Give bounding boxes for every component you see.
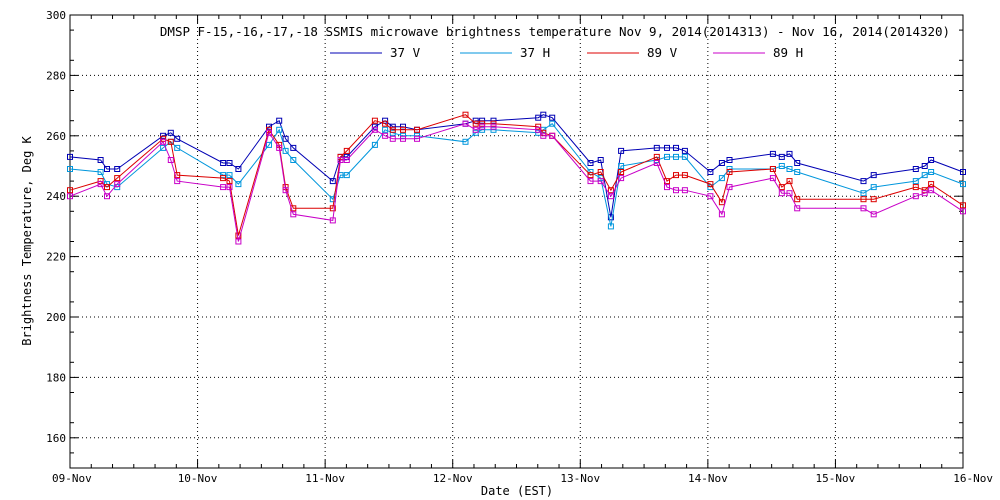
y-tick-label: 260 bbox=[46, 130, 66, 143]
x-tick-label: 13-Nov bbox=[560, 472, 600, 485]
chart-canvas: 160 180 200 220 240 260 280 300 09-Nov 10-Nov 11-N… bbox=[0, 0, 1000, 500]
plot-frame bbox=[70, 15, 963, 468]
x-tick-label: 15-Nov bbox=[816, 472, 856, 485]
y-tick-label: 240 bbox=[46, 190, 66, 203]
legend-label: 89 H bbox=[773, 45, 803, 60]
y-tick-label: 280 bbox=[46, 69, 66, 82]
x-tick-label: 12-Nov bbox=[433, 472, 473, 485]
x-tick-label: 09-Nov bbox=[52, 472, 92, 485]
gridlines bbox=[70, 15, 963, 468]
legend-label: 37 H bbox=[520, 45, 550, 60]
y-tick-label: 180 bbox=[46, 371, 66, 384]
y-tick-label: 200 bbox=[46, 311, 66, 324]
legend: 37 V 37 H 89 V 89 H bbox=[330, 45, 803, 60]
chart-title: DMSP F-15,-16,-17,-18 SSMIS microwave br… bbox=[160, 24, 950, 39]
axis-ticks: 160 180 200 220 240 260 280 300 09-Nov 10-Nov 11-N… bbox=[46, 9, 993, 485]
y-tick-label: 300 bbox=[46, 9, 66, 22]
series-line bbox=[70, 115, 963, 236]
series-37-h bbox=[68, 121, 966, 229]
y-tick-label: 160 bbox=[46, 432, 66, 445]
y-axis-label: Brightness Temperature, Deg K bbox=[20, 135, 34, 345]
x-tick-label: 14-Nov bbox=[688, 472, 728, 485]
series-line bbox=[70, 115, 963, 218]
x-axis-label: Date (EST) bbox=[481, 484, 553, 498]
legend-label: 37 V bbox=[390, 45, 421, 60]
series-group bbox=[68, 112, 966, 244]
x-tick-label: 10-Nov bbox=[178, 472, 218, 485]
x-tick-label: 16-Nov bbox=[953, 472, 993, 485]
x-tick-label: 11-Nov bbox=[305, 472, 345, 485]
series-line bbox=[70, 124, 963, 227]
y-tick-label: 220 bbox=[46, 251, 66, 264]
legend-label: 89 V bbox=[647, 45, 678, 60]
